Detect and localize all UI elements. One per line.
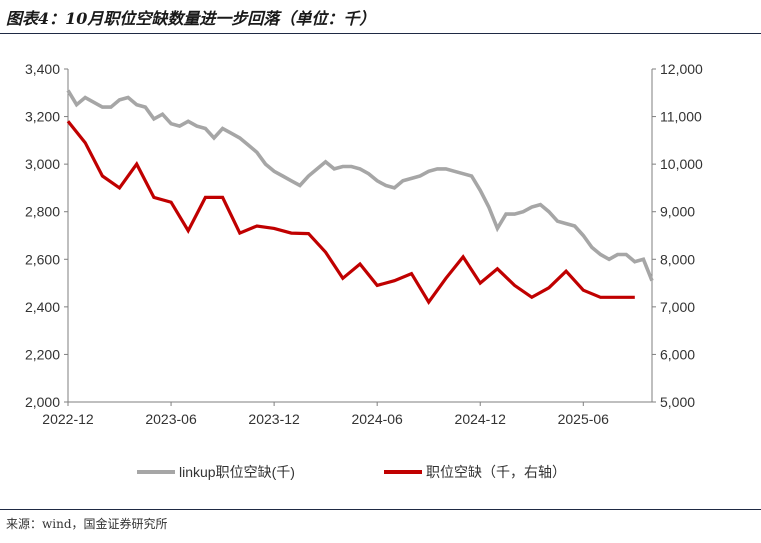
right-tick-label: 11,000 [660, 109, 702, 125]
right-tick-label: 10,000 [660, 156, 703, 172]
series-line-linkup [66, 89, 654, 282]
x-tick-label: 2023-06 [145, 411, 197, 427]
chart-title: 图表4：10月职位空缺数量进一步回落（单位：千） [6, 9, 376, 28]
left-tick-label: 2,000 [25, 394, 60, 410]
right-tick-label: 6,000 [660, 346, 695, 362]
series-line-job-openings [66, 120, 635, 305]
top-divider [0, 33, 761, 34]
x-tick-label: 2025-06 [558, 411, 610, 427]
left-tick-label: 2,400 [25, 299, 60, 315]
left-tick-label: 2,800 [25, 204, 60, 220]
x-tick-label: 2024-06 [351, 411, 403, 427]
right-tick-label: 5,000 [660, 394, 695, 410]
right-tick-label: 12,000 [660, 61, 703, 77]
legend-label: linkup职位空缺(千) [179, 464, 295, 480]
x-tick-label: 2022-12 [42, 411, 94, 427]
left-tick-label: 3,200 [25, 109, 60, 125]
left-tick-label: 3,000 [25, 156, 60, 172]
bottom-divider [0, 509, 761, 510]
legend-label: 职位空缺（千，右轴） [426, 464, 566, 480]
left-tick-label: 2,600 [25, 251, 60, 267]
x-tick-label: 2023-12 [248, 411, 300, 427]
right-tick-label: 8,000 [660, 251, 695, 267]
left-tick-label: 3,400 [25, 61, 60, 77]
right-tick-label: 9,000 [660, 204, 695, 220]
right-tick-label: 7,000 [660, 299, 695, 315]
left-tick-label: 2,200 [25, 346, 60, 362]
source-note: 来源：wind，国金证券研究所 [6, 517, 168, 531]
x-tick-label: 2024-12 [455, 411, 507, 427]
